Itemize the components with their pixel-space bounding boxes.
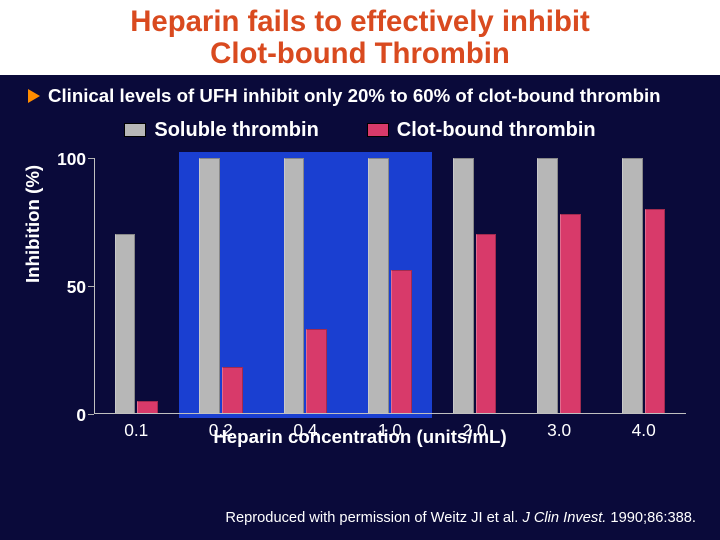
title-line-1: Heparin fails to effectively inhibit (0, 6, 720, 38)
citation-suffix: 1990;86:388. (606, 510, 696, 526)
bar (368, 158, 389, 414)
bar (284, 158, 305, 414)
legend-item: Clot-bound thrombin (367, 119, 596, 142)
legend-swatch (124, 123, 146, 137)
citation-journal: J Clin Invest. (522, 510, 606, 526)
bar (537, 158, 558, 414)
bar (560, 214, 581, 414)
legend-swatch (367, 123, 389, 137)
chart-area: Inhibition (%) 0501000.10.20.41.02.03.04… (24, 150, 696, 450)
y-tick-label: 50 (46, 277, 86, 298)
bar (645, 209, 666, 414)
legend-label: Clot-bound thrombin (397, 119, 596, 142)
bar (115, 234, 136, 413)
y-tick-label: 100 (46, 149, 86, 170)
bar (199, 158, 220, 414)
title-line-2: Clot-bound Thrombin (0, 38, 720, 70)
y-tick-mark (88, 414, 94, 415)
bullet-text: Clinical levels of UFH inhibit only 20% … (48, 85, 661, 107)
chart-legend: Soluble thrombin Clot-bound thrombin (0, 113, 720, 146)
slide-root: Heparin fails to effectively inhibit Clo… (0, 0, 720, 540)
triangle-bullet-icon (28, 89, 40, 103)
legend-label: Soluble thrombin (154, 119, 318, 142)
citation-prefix: Reproduced with permission of Weitz JI e… (225, 510, 522, 526)
y-tick-label: 0 (46, 405, 86, 426)
bullet-row: Clinical levels of UFH inhibit only 20% … (0, 75, 720, 113)
title-band: Heparin fails to effectively inhibit Clo… (0, 0, 720, 75)
chart-plot: 0501000.10.20.41.02.03.04.0 (94, 158, 686, 414)
bar (622, 158, 643, 414)
bar (306, 329, 327, 413)
bar (453, 158, 474, 414)
x-axis-line (94, 413, 686, 414)
bar (222, 367, 243, 413)
bar (391, 270, 412, 413)
legend-item: Soluble thrombin (124, 119, 318, 142)
y-axis-label: Inhibition (%) (22, 164, 44, 282)
bar (476, 234, 497, 413)
y-axis-line (94, 158, 95, 414)
x-axis-label: Heparin concentration (units/mL) (24, 426, 696, 448)
citation: Reproduced with permission of Weitz JI e… (225, 510, 696, 526)
